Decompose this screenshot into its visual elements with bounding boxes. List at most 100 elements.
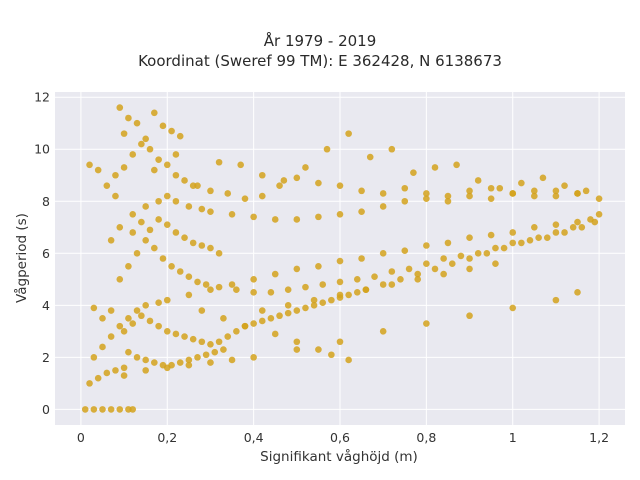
data-point (574, 190, 581, 197)
data-point (582, 187, 590, 195)
data-point (258, 171, 266, 179)
data-point (388, 281, 396, 288)
data-point (116, 104, 124, 111)
data-point (328, 351, 335, 359)
data-point (336, 210, 344, 218)
data-point (293, 216, 301, 223)
data-point (323, 145, 331, 153)
data-point (423, 320, 430, 327)
data-point (315, 213, 322, 221)
data-point (172, 171, 180, 179)
data-point (94, 166, 102, 174)
data-point (466, 187, 473, 195)
data-point (410, 169, 417, 176)
data-point (561, 229, 568, 236)
data-point (151, 109, 158, 117)
data-point (129, 210, 137, 218)
data-point (401, 184, 409, 192)
data-point (466, 265, 473, 273)
data-point (155, 322, 162, 330)
data-point (526, 236, 534, 244)
data-point (233, 328, 240, 335)
data-point (112, 192, 119, 200)
data-point (241, 195, 249, 202)
data-point (185, 291, 193, 299)
data-point (194, 182, 201, 189)
data-point (116, 223, 124, 231)
data-point (271, 216, 279, 223)
data-point (336, 338, 344, 346)
data-point (414, 276, 422, 283)
data-point (142, 203, 149, 210)
data-point (591, 218, 599, 226)
data-point (276, 182, 283, 189)
y-tick-label: 6 (42, 246, 50, 261)
data-point (388, 268, 396, 275)
data-point (215, 338, 223, 346)
data-point (215, 158, 223, 166)
data-point (509, 229, 517, 236)
data-point (172, 197, 180, 205)
data-point (116, 406, 124, 413)
data-point (379, 281, 387, 288)
data-point (189, 335, 197, 343)
data-point (86, 380, 93, 387)
data-point (401, 197, 409, 205)
data-point (86, 161, 93, 169)
y-axis-title: Vågperiod (s) (13, 213, 30, 303)
data-point (379, 190, 387, 197)
data-point (241, 322, 249, 330)
data-point (552, 296, 560, 304)
data-point (293, 346, 301, 353)
data-point (531, 187, 538, 195)
data-point (133, 249, 141, 257)
data-point (163, 161, 171, 169)
data-point (276, 312, 283, 320)
data-point (358, 255, 365, 262)
data-point (431, 164, 439, 171)
data-point (224, 333, 232, 340)
data-point (138, 140, 145, 148)
data-point (444, 197, 452, 205)
data-point (194, 354, 201, 361)
data-point (228, 356, 236, 364)
data-point (90, 354, 98, 361)
data-point (133, 119, 141, 127)
data-point (207, 208, 214, 215)
data-point (539, 174, 547, 182)
y-tick-label: 0 (42, 402, 50, 417)
y-tick-label: 8 (42, 194, 50, 209)
data-point (302, 304, 309, 312)
data-point (198, 307, 206, 314)
data-point (250, 276, 257, 283)
data-point (125, 348, 132, 356)
data-point (444, 192, 452, 200)
data-point (228, 210, 236, 218)
data-point (142, 135, 149, 143)
data-point (176, 359, 184, 366)
data-point (271, 270, 279, 278)
data-point (543, 234, 551, 241)
data-point (379, 203, 387, 210)
data-point (146, 226, 154, 234)
data-point (107, 236, 115, 244)
data-point (224, 190, 232, 197)
data-point (103, 369, 111, 377)
data-point (155, 197, 162, 205)
data-point (125, 315, 132, 322)
data-point (574, 218, 581, 226)
data-point (595, 195, 603, 202)
data-point (345, 291, 352, 299)
data-point (181, 234, 188, 241)
data-point (336, 278, 344, 286)
data-point (315, 179, 322, 187)
data-point (250, 320, 257, 327)
data-point (211, 348, 219, 356)
data-point (133, 354, 141, 361)
data-point (552, 229, 560, 236)
data-point (271, 330, 279, 338)
data-point (267, 315, 275, 322)
data-point (163, 192, 171, 200)
data-point (552, 192, 560, 200)
data-point (552, 221, 560, 228)
